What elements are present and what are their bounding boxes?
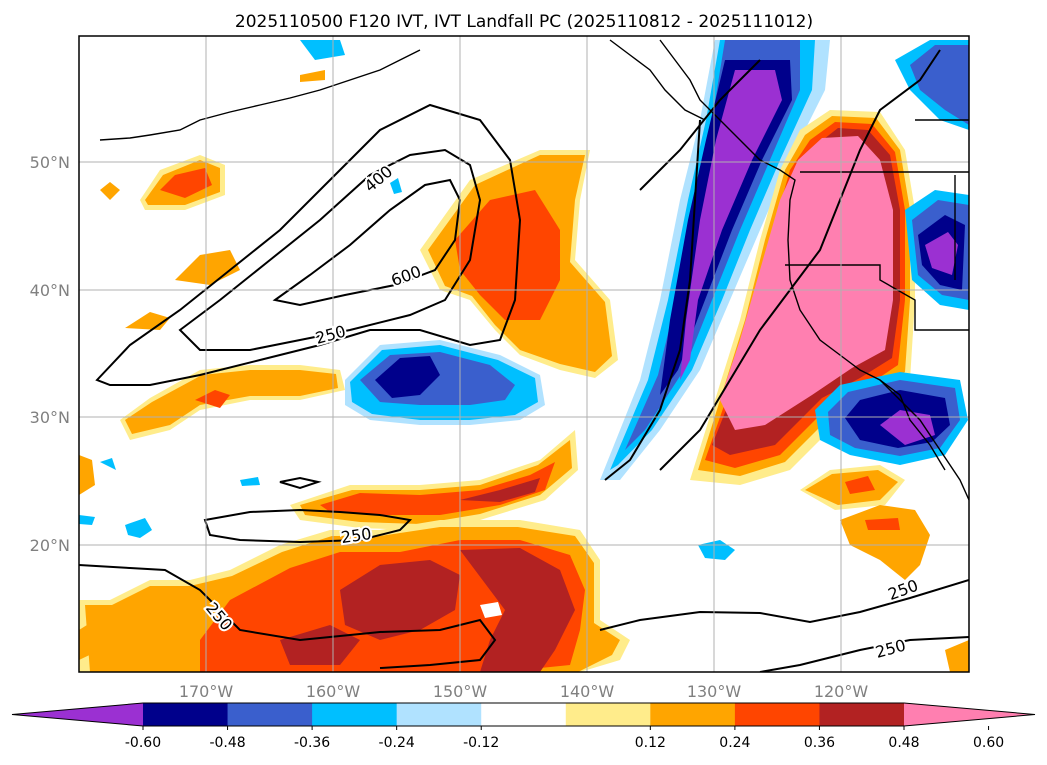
lat-label-50n: 50°N bbox=[30, 153, 70, 172]
coastlines bbox=[99, 39, 969, 501]
negative-pc-band bbox=[600, 40, 830, 480]
colorbar-segment bbox=[396, 703, 482, 726]
ivt-contours bbox=[79, 49, 969, 672]
colorbar-tick-label: -0.48 bbox=[209, 735, 245, 751]
colorbar-tick-label: 0.12 bbox=[635, 735, 666, 751]
lon-label-170w: 170°W bbox=[179, 682, 234, 701]
colorbar-extend-low bbox=[12, 703, 143, 726]
southeast-positive-pc bbox=[800, 465, 969, 672]
colorbar-tick-label: -0.36 bbox=[294, 735, 330, 751]
colorbar-segment bbox=[227, 703, 313, 726]
colorbar-tick-label: 0.60 bbox=[973, 735, 1004, 751]
colorbar-segment bbox=[650, 703, 736, 726]
small-negative-pc bbox=[79, 40, 735, 560]
lon-label-150w: 150°W bbox=[433, 682, 488, 701]
map-frame bbox=[78, 35, 970, 673]
colorbar-tick-label: -0.24 bbox=[379, 735, 415, 751]
colorbar-tick-label: 0.36 bbox=[804, 735, 835, 751]
colorbar-segment bbox=[819, 703, 905, 726]
lat-label-30n: 30°N bbox=[30, 408, 70, 427]
latitude-labels: 50°N 40°N 30°N 20°N bbox=[30, 153, 70, 555]
longitude-labels: 170°W 160°W 150°W 140°W 130°W 120°W bbox=[179, 682, 869, 701]
colorbar-tick-label: -0.60 bbox=[125, 735, 161, 751]
southern-positive-pc bbox=[79, 520, 630, 672]
map-panel: 400 600 250 250 250 250 250 bbox=[79, 36, 969, 672]
colorbar-segment bbox=[312, 703, 398, 726]
lon-label-120w: 120°W bbox=[814, 682, 869, 701]
lat-label-20n: 20°N bbox=[30, 536, 70, 555]
subtropical-positive-pc bbox=[290, 430, 578, 530]
lat-label-40n: 40°N bbox=[30, 281, 70, 300]
colorbar-segment bbox=[734, 703, 820, 726]
graticule bbox=[79, 36, 969, 672]
lon-label-130w: 130°W bbox=[687, 682, 742, 701]
figure-title: 2025110500 F120 IVT, IVT Landfall PC (20… bbox=[235, 12, 813, 32]
baja-negative-pc bbox=[815, 372, 968, 465]
colorbar-segment bbox=[565, 703, 651, 726]
central-positive-pc bbox=[420, 150, 618, 378]
colorbar-tick-label: 0.48 bbox=[888, 735, 919, 751]
colorbar-segment bbox=[481, 703, 567, 726]
lon-label-140w: 140°W bbox=[560, 682, 615, 701]
colorbar-tick-label: 0.24 bbox=[719, 735, 750, 751]
colorbar: -0.60 -0.48 -0.36 -0.24 -0.12 0.12 0.24 0.36 0.4… bbox=[11, 702, 1036, 751]
colorbar-segment bbox=[143, 703, 229, 726]
colorbar-extend-high bbox=[904, 703, 1035, 726]
lon-label-160w: 160°W bbox=[306, 682, 361, 701]
colorbar-tick-label: -0.12 bbox=[463, 735, 499, 751]
central-negative-pc bbox=[345, 340, 545, 425]
